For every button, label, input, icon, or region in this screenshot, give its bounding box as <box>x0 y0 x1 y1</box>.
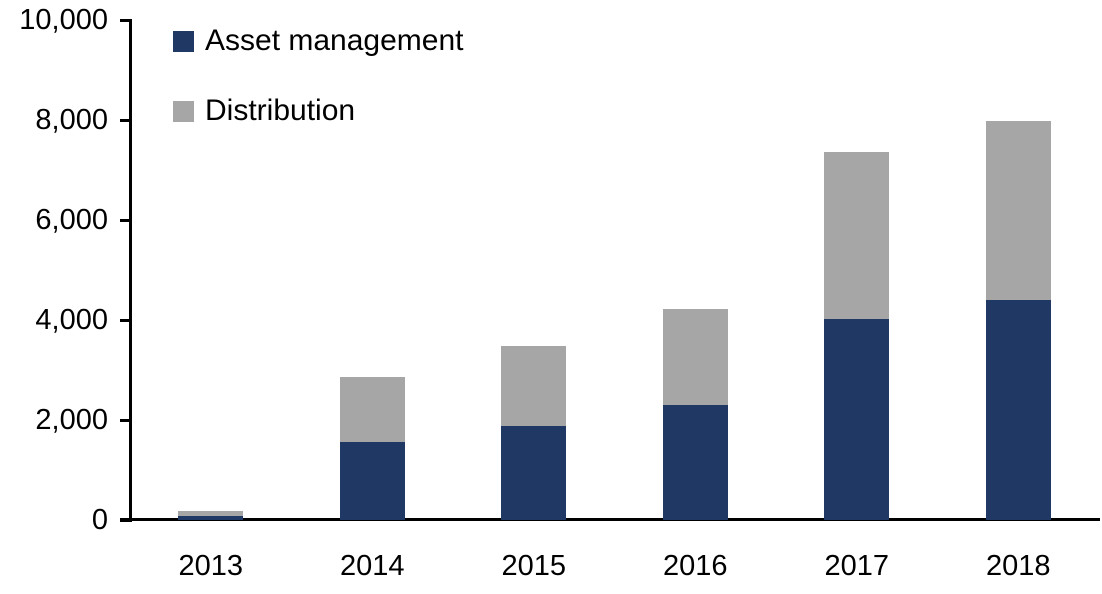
legend-swatch-distribution-icon <box>173 100 194 122</box>
legend-label-asset-management: Asset management <box>205 24 464 57</box>
legend-label-distribution: Distribution <box>205 94 356 127</box>
bar-segment-distribution-2018 <box>985 120 1051 300</box>
y-axis-tick <box>120 319 130 322</box>
bar-segment-asset-management-2016 <box>662 405 728 520</box>
legend-swatch-asset-management-icon <box>173 30 194 52</box>
y-axis-tick <box>120 119 130 122</box>
x-axis-line <box>120 518 1100 521</box>
y-axis-tick <box>120 519 130 522</box>
y-tick-label: 0 <box>91 504 108 536</box>
bar-segment-asset-management-2013 <box>178 515 244 520</box>
legend-item-distribution: Distribution <box>173 94 355 128</box>
bar-segment-distribution-2014 <box>339 376 405 442</box>
y-tick-label: 10,000 <box>19 4 108 36</box>
x-tick-label-2016: 2016 <box>662 550 728 582</box>
x-tick-label-2014: 2014 <box>339 550 405 582</box>
y-axis-line <box>129 19 132 522</box>
legend-item-asset-management: Asset management <box>173 24 463 58</box>
x-tick-label-2017: 2017 <box>824 550 889 582</box>
bar-segment-distribution-2017 <box>824 151 890 319</box>
bar-segment-asset-management-2018 <box>985 300 1051 520</box>
bar-segment-asset-management-2015 <box>501 425 567 520</box>
y-axis-tick <box>120 419 130 422</box>
y-tick-label: 4,000 <box>35 304 108 336</box>
x-tick-label-2013: 2013 <box>178 550 243 582</box>
bar-segment-asset-management-2014 <box>339 441 405 520</box>
bar-segment-distribution-2016 <box>662 308 728 405</box>
y-tick-label: 6,000 <box>35 204 108 236</box>
x-tick-label-2015: 2015 <box>501 550 566 582</box>
y-tick-label: 2,000 <box>35 404 108 436</box>
bar-segment-asset-management-2017 <box>824 318 890 520</box>
bar-segment-distribution-2013 <box>178 511 244 516</box>
y-axis-tick <box>120 19 130 22</box>
x-tick-label-2018: 2018 <box>985 550 1051 582</box>
y-axis-tick <box>120 219 130 222</box>
y-tick-label: 8,000 <box>35 104 108 136</box>
bar-segment-distribution-2015 <box>501 345 567 426</box>
